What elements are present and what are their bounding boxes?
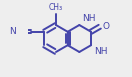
- Text: N: N: [9, 27, 15, 36]
- Text: NH: NH: [82, 14, 96, 23]
- Text: CH₃: CH₃: [49, 3, 63, 12]
- Text: O: O: [102, 22, 109, 31]
- Text: NH: NH: [94, 47, 108, 56]
